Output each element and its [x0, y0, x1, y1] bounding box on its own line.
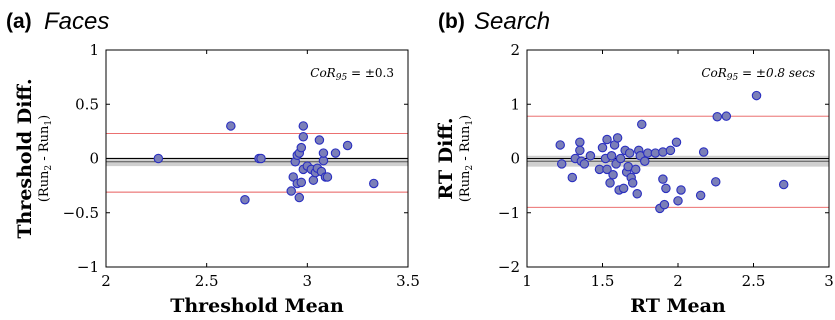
- panel-b-point-28: [629, 179, 637, 187]
- panel-a-ytick-label-4: 1: [89, 41, 99, 59]
- panel-a-point-16: [299, 133, 307, 141]
- panel-b-point-16: [609, 171, 617, 179]
- panel-a-xtick-label-0: 2: [101, 272, 111, 290]
- panel-a-ytick-label-1: −0.5: [63, 204, 99, 222]
- panel-b-point-52: [780, 180, 788, 188]
- panel-a-cor-value: = ±0.3: [347, 66, 394, 80]
- panel-b-point-10: [598, 143, 606, 151]
- panel-a-cor-label: CoR: [310, 66, 335, 80]
- panel-a-ysub-2: - Run: [37, 125, 52, 165]
- panel-b-point-34: [641, 157, 649, 165]
- panel-a-y-axis-sublabel: (Run2 - Run1): [37, 115, 54, 202]
- panel-b-point-7: [580, 160, 588, 168]
- panel-b-point-40: [660, 200, 668, 208]
- panel-b-point-8: [586, 152, 594, 160]
- panel-a-plot: 2 2.5 3 3.5 −1 −0.5 0 0.5 1 CoR95 = ±0.3 Thresho…: [14, 41, 420, 317]
- panel-a-point-2: [241, 196, 249, 204]
- panel-a-point-1: [227, 122, 235, 130]
- panel-a-point-12: [297, 143, 305, 151]
- panel-b-xtick-label-0: 1: [522, 272, 532, 290]
- panel-b-point-47: [699, 148, 707, 156]
- panel-b-y-axis-sublabel: (Run2 - Run1): [458, 115, 475, 202]
- panel-b-cor-value: = ±0.8 secs: [738, 66, 815, 80]
- panel-b-point-15: [607, 152, 615, 160]
- panel-b-point-4: [576, 138, 584, 146]
- panel-b-point-22: [619, 184, 627, 192]
- panel-a-point-15: [299, 122, 307, 130]
- panel-b-point-38: [659, 175, 667, 183]
- panel-a-x-axis-label: Threshold Mean: [170, 295, 344, 317]
- panel-b-ysub-4: ): [458, 115, 473, 120]
- panel-b-point-21: [616, 154, 624, 162]
- panel-a-point-30: [370, 179, 378, 187]
- panel-b-point-44: [674, 197, 682, 205]
- panel-b-point-0: [556, 141, 564, 149]
- panel-a-point-5: [287, 187, 295, 195]
- panel-a-point-0: [154, 154, 162, 162]
- panel-b-x-axis-label: RT Mean: [630, 295, 726, 317]
- panel-b-xtick-label-4: 3: [824, 272, 834, 290]
- panel-b-cor-subscript: 95: [727, 73, 739, 83]
- panel-a-point-22: [315, 136, 323, 144]
- panel-b-point-48: [712, 178, 720, 186]
- panel-a-point-27: [323, 173, 331, 181]
- panel-b-point-46: [696, 191, 704, 199]
- panel-b-point-14: [606, 179, 614, 187]
- panel-b-ytick-label-2: 0: [510, 150, 520, 168]
- panel-a-cor-annotation: CoR95 = ±0.3: [310, 66, 394, 83]
- panel-a-point-10: [295, 193, 303, 201]
- panel-b-point-29: [632, 165, 640, 173]
- panel-b-y-axis-label: RT Diff.: [435, 117, 457, 199]
- panel-b-point-49: [713, 113, 721, 121]
- panel-b-ytick-label-0: −2: [498, 258, 520, 276]
- panel-b-point-43: [672, 138, 680, 146]
- panel-a-xtick-label-1: 2.5: [195, 272, 219, 290]
- panel-a-cor-subscript: 95: [336, 73, 348, 83]
- panel-a-point-4: [257, 154, 265, 162]
- panel-b-point-42: [666, 146, 674, 154]
- panel-a-label: (a): [6, 10, 32, 33]
- panel-a-ysub-4: ): [37, 115, 52, 120]
- panel-b-ytick-label-3: 1: [510, 95, 520, 113]
- panel-a-point-13: [297, 178, 305, 186]
- panel-b-ytick-label-4: 2: [510, 41, 520, 59]
- panel-b-ysub-2: - Run: [458, 125, 473, 165]
- panel-b-point-2: [568, 173, 576, 181]
- panel-b-label: (b): [438, 10, 465, 33]
- panel-b-point-19: [613, 134, 621, 142]
- panel-b-point-13: [603, 135, 611, 143]
- panel-b-point-50: [722, 112, 730, 120]
- panel-b-point-39: [659, 148, 667, 156]
- panel-b-title: Search: [474, 8, 550, 35]
- panel-b-cor-annotation: CoR95 = ±0.8 secs: [701, 66, 815, 83]
- panel-a-ytick-label-3: 0.5: [75, 95, 99, 113]
- panel-a-ytick-label-0: −1: [77, 258, 99, 276]
- panel-a-y-axis-label: Threshold Diff.: [14, 78, 36, 238]
- panel-b-point-33: [638, 120, 646, 128]
- panel-b-point-5: [576, 146, 584, 154]
- panel-b-plot: 1 1.5 2 2.5 3 −2 −1 0 1 2 CoR95 = ±0.8 secs RT Me…: [435, 41, 834, 317]
- panel-b-point-45: [677, 186, 685, 194]
- panel-b-point-30: [633, 190, 641, 198]
- panel-b-points: [556, 91, 788, 212]
- panel-a-xtick-label-3: 3.5: [396, 272, 420, 290]
- panel-b-point-51: [752, 91, 760, 99]
- panel-b-xtick-label-2: 2: [673, 272, 683, 290]
- panel-a-point-28: [331, 149, 339, 157]
- panel-b-point-41: [662, 184, 670, 192]
- panel-a-ysub-0: (Run: [37, 170, 52, 202]
- panel-a-point-25: [319, 149, 327, 157]
- panel-a-title: Faces: [44, 8, 109, 35]
- panel-b-point-26: [625, 149, 633, 157]
- panel-a-point-29: [343, 141, 351, 149]
- panel-b-ysub-0: (Run: [458, 170, 473, 202]
- panel-b-xtick-label-1: 1.5: [591, 272, 615, 290]
- panel-a-xtick-label-2: 3: [303, 272, 313, 290]
- panel-b-xtick-label-3: 2.5: [742, 272, 766, 290]
- panel-b-ytick-label-1: −1: [498, 204, 520, 222]
- panel-a-ytick-label-2: 0: [89, 150, 99, 168]
- panel-b-cor-label: CoR: [701, 66, 726, 80]
- panel-b-point-1: [558, 160, 566, 168]
